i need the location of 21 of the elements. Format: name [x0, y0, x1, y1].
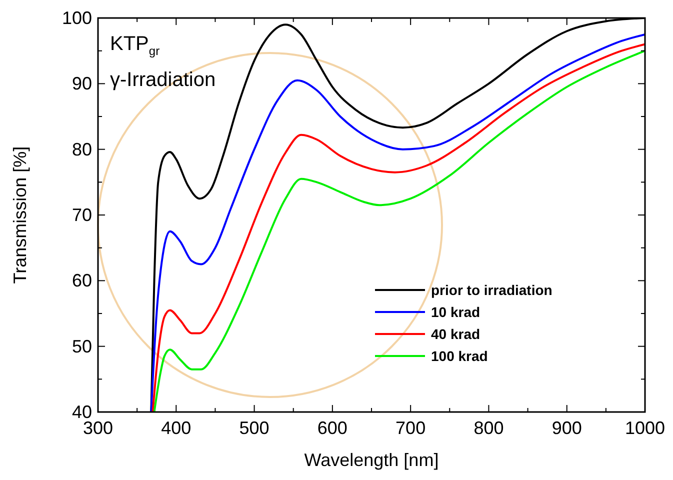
- x-tick-label: 500: [239, 418, 270, 438]
- y-tick-label: 60: [72, 270, 92, 291]
- annotation: KTP$_{gr}$: [110, 33, 160, 58]
- y-tick-label: 70: [72, 205, 92, 225]
- y-axis-title: Transmission [%]: [10, 146, 30, 284]
- y-tick-label: 80: [72, 139, 92, 160]
- legend-label: prior to irradiation: [431, 282, 552, 298]
- legend-label: 100 krad: [431, 348, 488, 364]
- x-tick-label: 800: [474, 418, 504, 438]
- x-axis-title: Wavelength [nm]: [304, 450, 439, 470]
- legend-label: 10 krad: [431, 304, 480, 320]
- y-tick-label: 100: [62, 8, 92, 28]
- x-tick-label: 600: [317, 418, 348, 438]
- legend-label: 40 krad: [431, 326, 480, 342]
- x-tick-label: 400: [161, 418, 192, 438]
- y-tick-label: 50: [72, 336, 92, 356]
- x-tick-label: 700: [396, 418, 426, 438]
- y-tick-label: 90: [72, 74, 92, 94]
- annotation: γ-Irradiation: [110, 69, 216, 91]
- x-tick-label: 900: [552, 418, 582, 438]
- x-tick-label: 1000: [624, 418, 666, 438]
